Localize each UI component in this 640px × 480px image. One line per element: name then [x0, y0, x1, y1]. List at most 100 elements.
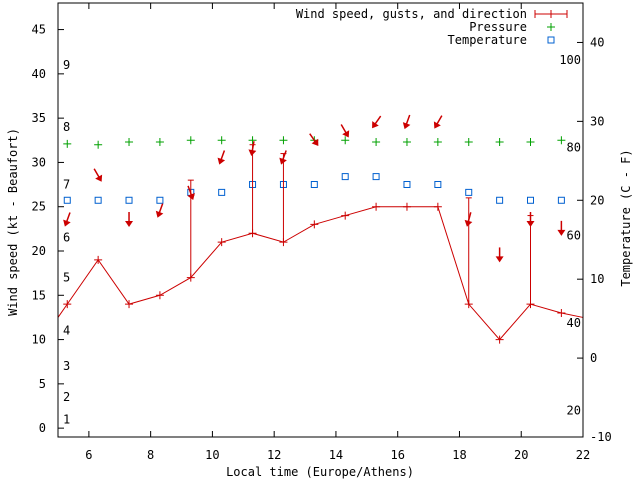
y-axis-left-label: Wind speed (kt - Beaufort)	[6, 128, 20, 316]
plot-frame	[57, 2, 584, 438]
wind-direction-arrow	[402, 114, 411, 130]
wind-arrow-head	[125, 221, 134, 227]
beaufort-label: 6	[63, 231, 70, 245]
x-tick-label: 20	[514, 448, 528, 462]
temperature-point	[403, 180, 411, 188]
wind-direction-arrow	[340, 124, 350, 138]
pressure-point	[279, 136, 288, 145]
temperature-point	[434, 180, 442, 188]
wind-direction-arrow	[309, 133, 319, 147]
pressure-point	[248, 136, 257, 145]
legend-pressure-sample	[547, 23, 555, 31]
beaufort-label: 2	[63, 390, 70, 404]
pressure-point	[155, 138, 164, 147]
wind-direction-arrow	[526, 212, 535, 227]
pressure-point	[495, 138, 504, 147]
pressure-point	[464, 138, 473, 147]
temperature-point	[218, 188, 226, 196]
legend-temperature-sample	[547, 36, 555, 44]
beaufort-labels: 1 2 3 4 5 6 7 8 9	[63, 58, 70, 426]
wind-arrow-head	[464, 219, 473, 227]
x-tick-label: 10	[205, 448, 219, 462]
temperature-point	[527, 196, 534, 204]
pressure-point	[402, 138, 411, 147]
fahrenheit-label: 40	[567, 316, 581, 330]
wind-speed-point	[155, 291, 164, 300]
pressure-point	[217, 136, 226, 145]
wind-speed-point	[433, 202, 442, 211]
wind-arrow-head	[63, 219, 71, 227]
y-right-tick-label: 40	[590, 35, 604, 49]
wind-speed-point	[94, 255, 103, 264]
wind-arrow-head	[95, 174, 103, 182]
wind-speed-point	[217, 238, 226, 247]
beaufort-label: 3	[63, 359, 70, 373]
wind-arrow-head	[155, 210, 164, 218]
wind-direction-arrows	[63, 114, 566, 263]
x-tick-label: 14	[329, 448, 343, 462]
legend-wind-label: Wind speed, gusts, and direction	[296, 7, 527, 21]
wind-direction-arrow	[93, 168, 103, 182]
wind-arrow-head	[217, 157, 226, 165]
beaufort-label: 1	[63, 412, 70, 426]
y-right-tick-label: 10	[590, 272, 604, 286]
y-left-tick-label: 20	[32, 244, 46, 258]
wind-direction-arrow	[433, 115, 443, 129]
y-left-tick-label: 45	[32, 23, 46, 37]
y-left-tick-label: 0	[39, 421, 46, 435]
pressure-point	[372, 138, 381, 147]
temperature-point	[465, 188, 473, 196]
wind-speed-point	[63, 300, 72, 309]
x-tick-label: 12	[267, 448, 281, 462]
wind-speed-point	[495, 335, 504, 344]
pressure-point	[433, 138, 442, 147]
legend-wind-sample	[534, 10, 568, 18]
wind-direction-arrow	[248, 141, 257, 157]
y-right-tick-label: 30	[590, 114, 604, 128]
beaufort-label: 9	[63, 58, 70, 72]
fahrenheit-label: 20	[567, 404, 581, 418]
wind-direction-arrow	[557, 220, 566, 236]
wind-speed-point	[310, 220, 319, 229]
wind-direction-arrow	[372, 115, 382, 129]
wind-direction-arrow	[63, 212, 71, 227]
fahrenheit-label: 80	[567, 141, 581, 155]
pressure-series	[63, 136, 566, 149]
temperature-point	[557, 196, 565, 204]
legend-pressure-marker	[547, 23, 555, 31]
y-right-tick-label: 0	[590, 351, 597, 365]
wind-series	[57, 144, 584, 344]
pressure-point	[341, 136, 350, 145]
beaufort-label: 4	[63, 324, 70, 338]
wind-direction-arrow	[495, 247, 504, 263]
wind-arrow-head	[279, 157, 287, 165]
x-tick-label: 8	[147, 448, 154, 462]
temperature-point	[372, 173, 380, 181]
legend-temperature-label: Temperature	[448, 33, 527, 47]
y-right-tick-label: -10	[590, 430, 612, 444]
wind-speed-point	[402, 202, 411, 211]
wind-arrow-head	[311, 138, 319, 147]
wind-arrow-head	[372, 121, 379, 129]
x-tick-label: 18	[452, 448, 466, 462]
beaufort-label: 8	[63, 120, 70, 134]
wind-arrow-head	[495, 256, 504, 263]
wind-arrow-head	[248, 149, 257, 157]
wind-speed-point	[557, 309, 566, 317]
wind-direction-arrow	[217, 150, 226, 165]
wind-arrow-head	[187, 193, 195, 201]
y-left-tick-label: 40	[32, 67, 46, 81]
wind-speed-line	[57, 206, 584, 341]
y-left-tick-label: 35	[32, 111, 46, 125]
fahrenheit-label: 100	[559, 53, 581, 67]
fahrenheit-labels: 20 40 60 80 100	[559, 53, 581, 418]
wind-speed-point	[372, 202, 381, 211]
x-tick-label: 16	[390, 448, 404, 462]
legend: Wind speed, gusts, and direction Pressur…	[296, 7, 568, 47]
fahrenheit-label: 60	[567, 228, 581, 242]
y-left-tick-label: 10	[32, 333, 46, 347]
wind-arrow-head	[526, 221, 535, 227]
wind-arrow-head	[402, 122, 411, 130]
beaufort-label: 7	[63, 178, 70, 192]
